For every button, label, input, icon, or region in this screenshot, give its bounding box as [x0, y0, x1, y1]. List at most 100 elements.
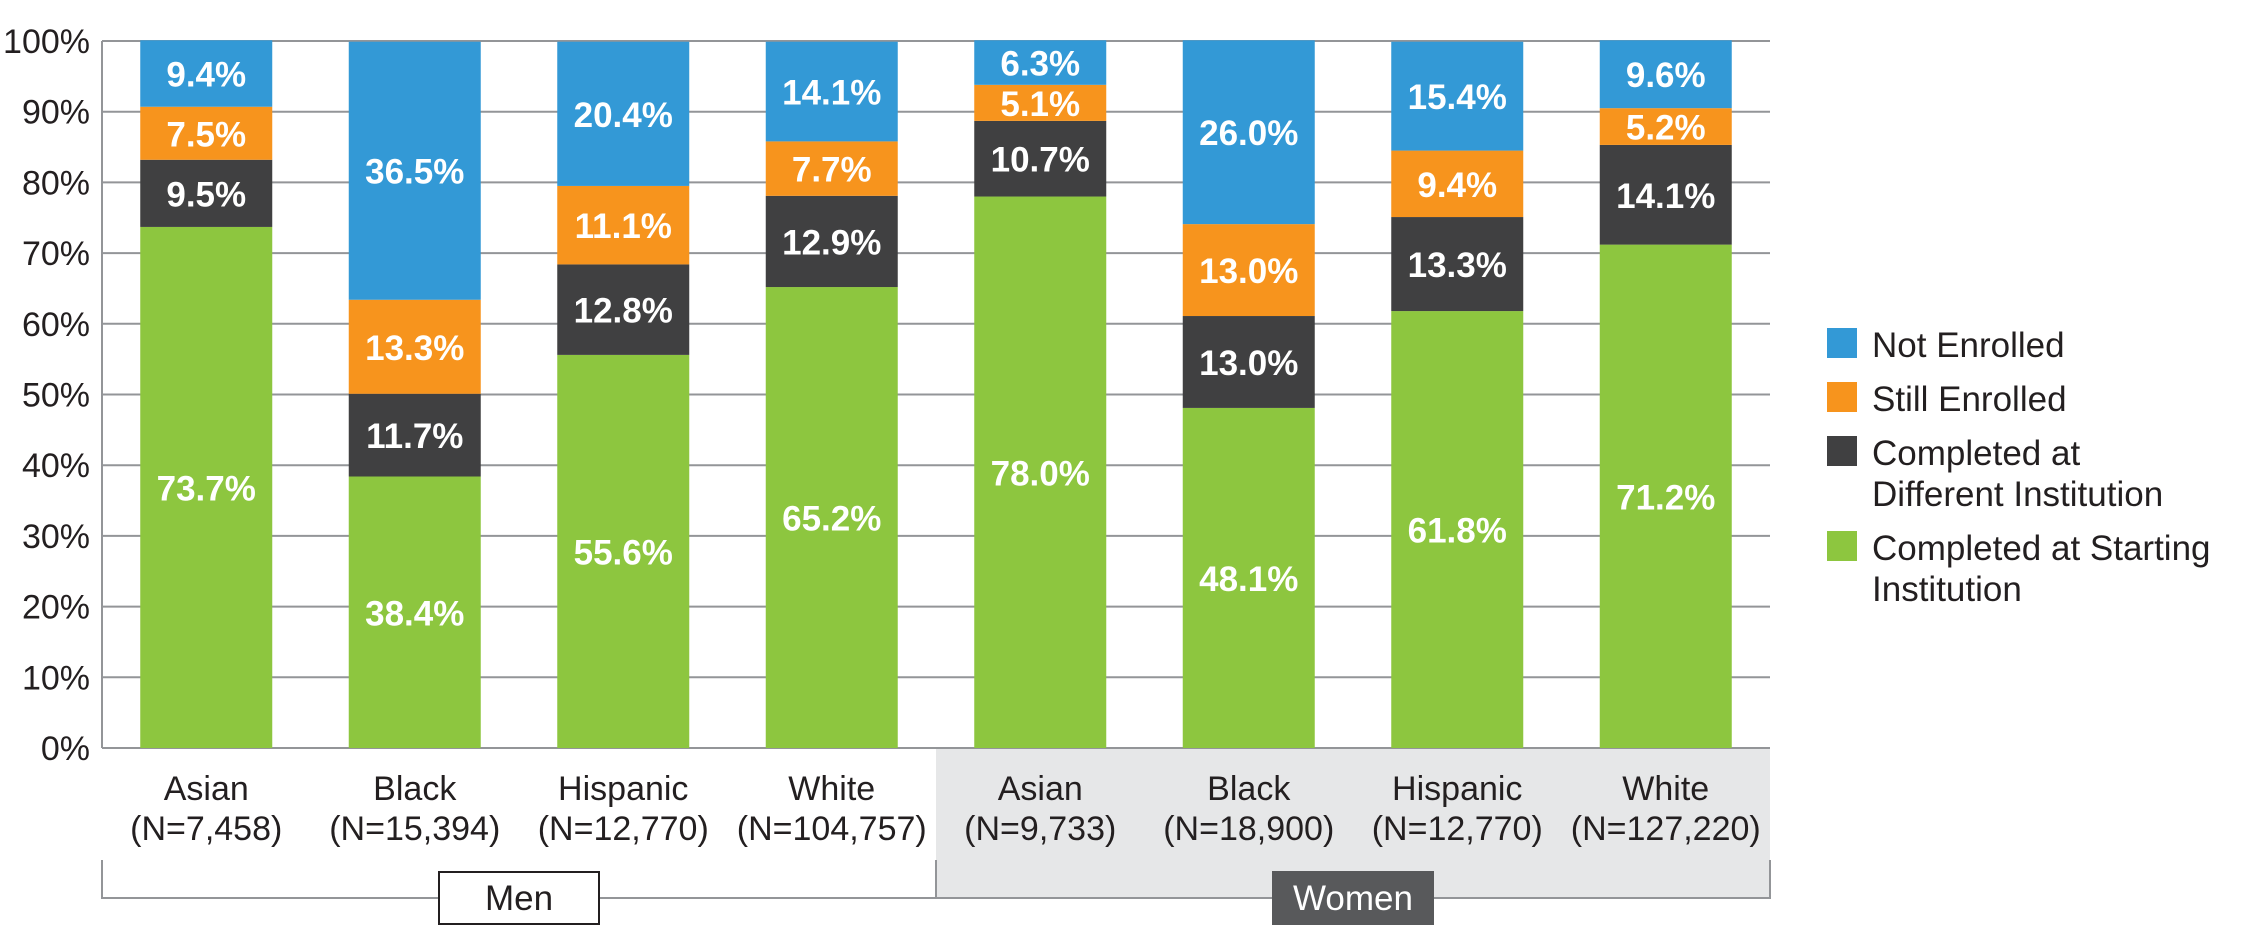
data-label: 13.3%: [365, 329, 464, 368]
bar-segment: [1182, 224, 1315, 317]
data-label: 13.3%: [1408, 246, 1507, 285]
data-label: 10.7%: [991, 141, 1090, 180]
data-label: 36.5%: [365, 153, 464, 192]
data-label: 12.8%: [574, 292, 673, 331]
data-label: 11.1%: [575, 207, 672, 246]
y-tick-label: 30%: [22, 518, 90, 556]
bar-segment: [765, 41, 898, 142]
group-label: Men: [485, 879, 553, 918]
data-label: 9.6%: [1626, 56, 1706, 95]
y-tick-label: 60%: [22, 306, 90, 344]
bar-segment: [974, 40, 1107, 85]
bar-segment: [348, 41, 481, 300]
category-label: Hispanic: [1392, 770, 1522, 808]
bar-segment: [765, 141, 898, 196]
data-label: 14.1%: [782, 74, 881, 113]
y-tick-label: 0%: [41, 730, 90, 768]
data-label: 9.4%: [1417, 166, 1497, 205]
segment-labels: 73.7% 9.5% 7.5% 9.4% 38.4% 11.7% 13.3% 36.5% 55.…: [157, 45, 1716, 634]
data-label: 61.8%: [1408, 512, 1507, 551]
legend-swatch: [1827, 382, 1857, 412]
bar-segment: [1182, 316, 1315, 408]
y-tick-label: 10%: [22, 659, 90, 697]
bar-segment: [765, 195, 898, 288]
legend-label: Institution: [1872, 570, 2022, 609]
data-label: 15.4%: [1408, 78, 1507, 117]
legend-swatch: [1827, 531, 1857, 561]
data-label: 65.2%: [782, 500, 881, 539]
category-n-label: (N=7,458): [130, 810, 282, 848]
category-label: White: [788, 770, 875, 808]
data-label: 13.0%: [1199, 344, 1298, 383]
group-brackets: Men Women: [101, 860, 1771, 925]
bar-segment: [140, 159, 273, 227]
data-label: 71.2%: [1616, 478, 1715, 517]
data-label: 11.7%: [366, 417, 463, 456]
data-label: 7.5%: [166, 115, 246, 154]
group-label-box: [1272, 871, 1434, 925]
bar-segment: [348, 299, 481, 394]
category-label: Black: [373, 770, 457, 808]
data-label: 20.4%: [574, 96, 673, 135]
bar-segment: [1599, 244, 1732, 748]
category-label: Asian: [164, 770, 249, 808]
legend: Not Enrolled Still Enrolled Completed atDi…: [1827, 326, 2211, 609]
bar-segment: [557, 264, 690, 355]
data-label: 48.1%: [1199, 560, 1298, 599]
data-label: 55.6%: [574, 533, 673, 572]
bar-segment: [140, 40, 273, 107]
data-label: 78.0%: [991, 454, 1090, 493]
legend-swatch: [1827, 328, 1857, 358]
category-label: Black: [1207, 770, 1291, 808]
y-tick-label: 80%: [22, 164, 90, 202]
bar-segment: [140, 226, 273, 749]
category-label: Asian: [998, 770, 1083, 808]
data-label: 7.7%: [792, 151, 872, 190]
bar-segment: [1391, 150, 1524, 218]
bar-segment: [1599, 40, 1732, 109]
data-label: 14.1%: [1616, 177, 1715, 216]
category-n-label: (N=104,757): [737, 810, 927, 848]
y-tick-label: 90%: [22, 94, 90, 132]
bar-segment: [765, 287, 898, 748]
category-n-label: (N=12,770): [538, 810, 709, 848]
legend-label: Different Institution: [1872, 475, 2163, 514]
data-label: 9.4%: [166, 56, 246, 95]
data-label: 26.0%: [1199, 114, 1298, 153]
bar-segment: [1182, 407, 1315, 748]
y-tick-label: 40%: [22, 447, 90, 485]
legend-swatch: [1827, 436, 1857, 466]
data-label: 6.3%: [1000, 45, 1080, 84]
category-n-label: (N=15,394): [329, 810, 500, 848]
legend-label: Not Enrolled: [1872, 326, 2065, 365]
bar-segment: [348, 393, 481, 477]
bar-segment: [1391, 41, 1524, 151]
data-label: 13.0%: [1199, 252, 1298, 291]
bar-segment: [557, 41, 690, 186]
bar-segment: [1391, 311, 1524, 748]
bar-segment: [1182, 40, 1315, 225]
bar-segment: [1391, 217, 1524, 312]
legend-label: Completed at: [1872, 434, 2080, 473]
legend-label: Still Enrolled: [1872, 380, 2067, 419]
category-n-label: (N=127,220): [1571, 810, 1761, 848]
category-n-label: (N=18,900): [1163, 810, 1334, 848]
y-tick-label: 70%: [22, 235, 90, 273]
bar-segment: [974, 120, 1107, 197]
y-tick-label: 50%: [22, 377, 90, 415]
x-axis-category-labels: Asian(N=7,458)Black(N=15,394)Hispanic(N=…: [130, 770, 1761, 848]
data-label: 73.7%: [157, 469, 256, 508]
bar-segment: [1599, 144, 1732, 245]
bar-segment: [557, 354, 690, 748]
bar-segment: [1599, 108, 1732, 145]
data-label: 38.4%: [365, 594, 464, 633]
data-label: 9.5%: [166, 175, 246, 214]
bar-segment: [557, 185, 690, 265]
category-n-label: (N=12,770): [1372, 810, 1543, 848]
category-label: Hispanic: [558, 770, 688, 808]
data-label: 12.9%: [782, 223, 881, 262]
group-label: Women: [1293, 879, 1413, 918]
bar-segment: [974, 196, 1107, 749]
group-label-box: [438, 871, 600, 925]
bar-segment: [974, 84, 1107, 121]
